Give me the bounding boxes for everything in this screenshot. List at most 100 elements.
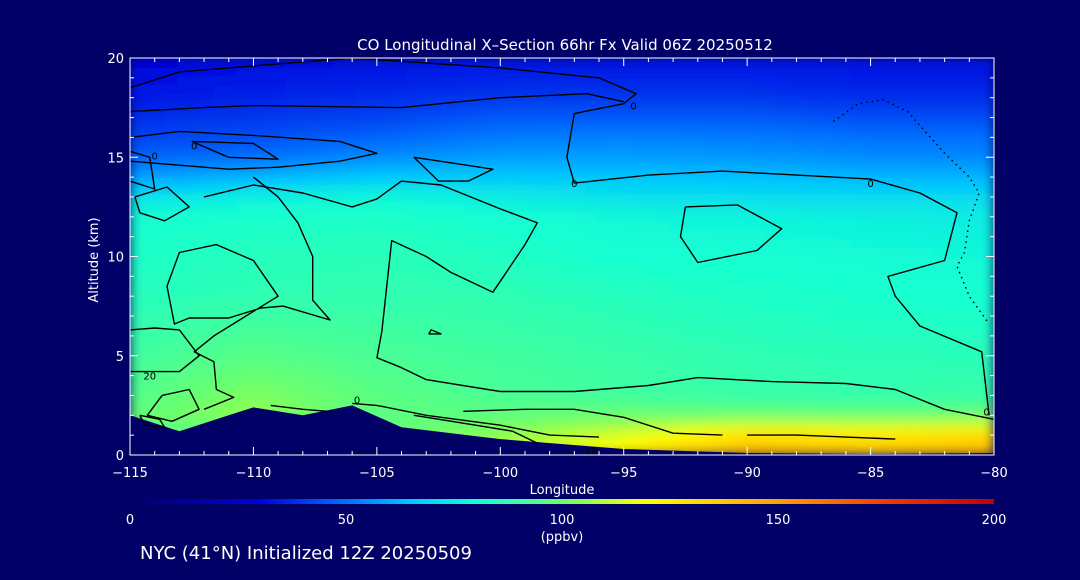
field-cell bbox=[201, 174, 215, 185]
field-cell bbox=[693, 192, 707, 203]
field-cell bbox=[873, 391, 887, 402]
field-cell bbox=[681, 66, 695, 77]
field-cell bbox=[261, 310, 275, 321]
field-cell bbox=[489, 147, 503, 158]
field-cell bbox=[885, 400, 899, 411]
field-cell bbox=[189, 147, 203, 158]
dotted-contour-line bbox=[833, 98, 990, 325]
field-cell bbox=[381, 219, 395, 230]
field-cell bbox=[921, 364, 935, 375]
field-cell bbox=[897, 355, 911, 366]
field-cell bbox=[801, 283, 815, 294]
field-cell bbox=[897, 283, 911, 294]
field-cell bbox=[405, 102, 419, 113]
field-cell bbox=[705, 427, 719, 438]
field-cell bbox=[165, 319, 179, 330]
field-cell bbox=[933, 174, 947, 185]
field-cell bbox=[777, 210, 791, 221]
field-cell bbox=[957, 111, 971, 122]
field-cell bbox=[537, 156, 551, 167]
field-cell bbox=[453, 274, 467, 285]
field-cell bbox=[285, 102, 299, 113]
field-cell bbox=[345, 66, 359, 77]
field-cell bbox=[969, 129, 983, 140]
field-cell bbox=[861, 256, 875, 267]
field-cell bbox=[729, 292, 743, 303]
field-cell bbox=[465, 319, 479, 330]
field-cell bbox=[573, 391, 587, 402]
field-cell bbox=[681, 237, 695, 248]
field-cell bbox=[213, 219, 227, 230]
contour-line bbox=[139, 414, 166, 428]
field-cell bbox=[957, 301, 971, 312]
field-cell bbox=[741, 328, 755, 339]
field-cell bbox=[333, 183, 347, 194]
field-cell bbox=[561, 373, 575, 384]
field-cell bbox=[357, 147, 371, 158]
field-cell bbox=[225, 283, 239, 294]
field-cell bbox=[477, 75, 491, 86]
field-cell bbox=[789, 373, 803, 384]
field-cell bbox=[981, 174, 994, 185]
field-cell bbox=[285, 373, 299, 384]
field-cell bbox=[885, 210, 899, 221]
field-cell bbox=[921, 165, 935, 176]
field-cell bbox=[130, 93, 143, 104]
field-cell bbox=[153, 400, 167, 411]
field-cell bbox=[861, 301, 875, 312]
field-cell bbox=[525, 355, 539, 366]
field-cell bbox=[981, 111, 994, 122]
field-cell bbox=[597, 138, 611, 149]
field-cell bbox=[141, 328, 155, 339]
chart-title: CO Longitudinal X–Section 66hr Fx Valid … bbox=[357, 36, 773, 54]
field-cell bbox=[837, 400, 851, 411]
field-cell bbox=[585, 66, 599, 77]
field-cell bbox=[801, 201, 815, 212]
field-cell bbox=[285, 328, 299, 339]
field-cell bbox=[369, 174, 383, 185]
field-cell bbox=[189, 292, 203, 303]
field-cell bbox=[657, 265, 671, 276]
field-cell bbox=[933, 58, 947, 68]
field-cell bbox=[213, 328, 227, 339]
field-cell bbox=[741, 111, 755, 122]
field-cell bbox=[130, 364, 143, 375]
field-cell bbox=[657, 391, 671, 402]
field-cell bbox=[777, 111, 791, 122]
field-cell bbox=[393, 111, 407, 122]
field-cell bbox=[597, 120, 611, 131]
field-cell bbox=[873, 84, 887, 95]
field-cell bbox=[537, 84, 551, 95]
field-cell bbox=[969, 84, 983, 95]
field-cell bbox=[837, 382, 851, 393]
field-cell bbox=[861, 102, 875, 113]
field-cell bbox=[885, 111, 899, 122]
field-cell bbox=[477, 219, 491, 230]
field-cell bbox=[501, 111, 515, 122]
field-cell bbox=[249, 120, 263, 131]
field-cell bbox=[417, 310, 431, 321]
field-cell bbox=[813, 111, 827, 122]
field-cell bbox=[417, 174, 431, 185]
field-cell bbox=[369, 93, 383, 104]
field-cell bbox=[657, 346, 671, 357]
field-cell bbox=[249, 391, 263, 402]
field-cell bbox=[249, 210, 263, 221]
field-cell bbox=[981, 219, 994, 230]
field-cell bbox=[693, 84, 707, 95]
field-cell bbox=[885, 66, 899, 77]
field-cell bbox=[477, 246, 491, 257]
field-cell bbox=[585, 111, 599, 122]
field-cell bbox=[273, 346, 287, 357]
field-cell bbox=[645, 192, 659, 203]
field-cell bbox=[141, 228, 155, 239]
field-cell bbox=[801, 66, 815, 77]
field-cell bbox=[741, 382, 755, 393]
field-cell bbox=[405, 256, 419, 267]
field-cell bbox=[177, 183, 191, 194]
field-cell bbox=[933, 418, 947, 429]
field-cell bbox=[309, 328, 323, 339]
field-cell bbox=[849, 58, 863, 68]
field-cell bbox=[417, 156, 431, 167]
field-cell bbox=[201, 237, 215, 248]
